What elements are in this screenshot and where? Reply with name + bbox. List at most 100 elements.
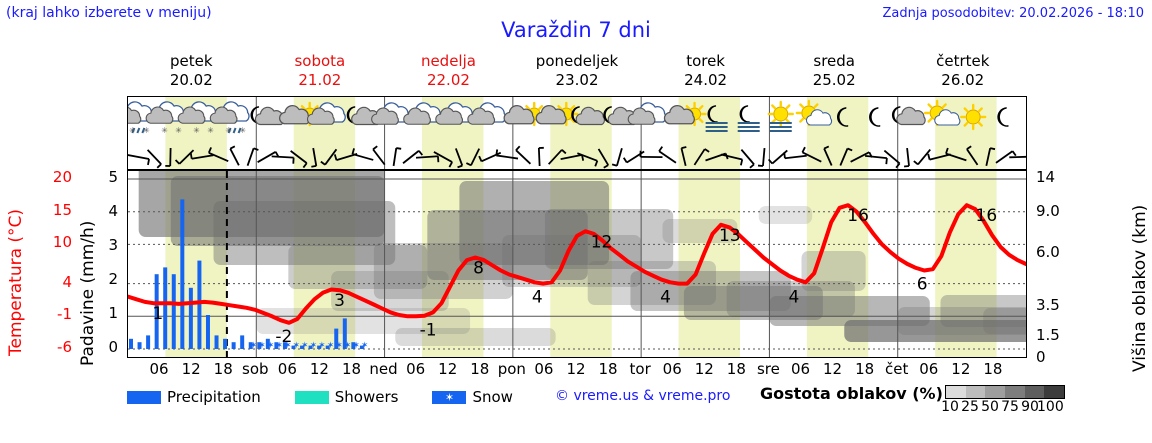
day-header-row: petek 20.02 sobota 21.02 nedelja 22.02 ponedel…: [127, 52, 1027, 96]
day-date: 20.02: [169, 71, 213, 89]
cloud-icon: [403, 102, 443, 125]
wind-barb: [465, 148, 481, 167]
day-header-0: petek 20.02: [127, 52, 256, 96]
cloud-density-blob: [170, 176, 385, 246]
wind-barb: [823, 145, 833, 166]
cloud-height-tick-4: 1.5: [1036, 326, 1060, 344]
moon-cloud-icon: [250, 106, 285, 126]
wind-barb: [680, 146, 687, 167]
last-update-label: Zadnja posodobitev: 20.02.2026 - 18:10: [882, 6, 1144, 21]
wind-barb: [311, 147, 318, 168]
day-name: ponedeljek: [535, 52, 619, 70]
temperature-tick-4: -1: [57, 305, 72, 324]
wind-barb: [351, 148, 374, 161]
day-date: 25.02: [812, 71, 856, 89]
x-tick-20: 06: [790, 360, 811, 378]
precipitation-bar: [274, 342, 279, 349]
snow-marker: ✶: [258, 341, 266, 351]
wind-barb: [455, 148, 464, 169]
cloud-density-blob: [940, 295, 1026, 327]
cloud-height-tick-3: 3.5: [1036, 296, 1060, 314]
wind-barb: [320, 148, 338, 166]
x-tick-14: 18: [598, 360, 618, 378]
cloud-density-tick-3: 75: [1001, 399, 1019, 415]
location-menu-note: (kraj lahko izberete v meniju): [6, 5, 212, 21]
precipitation-bar: [282, 342, 287, 349]
temperature-tick-2: 10: [52, 233, 72, 252]
weather-icon-band: ✳ ✳ ✳ ✳ ✳ ✳ ✳ ✳: [113, 96, 1033, 170]
cloud-density-step-1: [965, 386, 986, 398]
temperature-value-label: 6: [917, 275, 928, 295]
cloud-density-blob: [983, 308, 1026, 334]
precipitation-bar: [342, 318, 347, 349]
wind-barb: [515, 145, 532, 165]
x-tick-8: 06: [406, 360, 426, 378]
precipitation-bar: [188, 287, 193, 349]
precipitation-bar: [163, 267, 168, 349]
cloud-snow-rain-icon: ✳ ✳: [209, 101, 250, 135]
wind-barb: [229, 145, 240, 166]
x-tick-10: 18: [470, 360, 490, 378]
wind-barb: [547, 149, 567, 165]
temperature-tick-5: -6: [57, 338, 72, 356]
x-tick-16: 06: [662, 360, 682, 378]
moon-cloud-icon: [891, 106, 926, 126]
cloud-icon: [627, 102, 667, 125]
snow-marker: ✶: [344, 341, 352, 351]
snow-marker: ✶: [352, 341, 360, 351]
x-tick-25: 12: [951, 360, 971, 378]
day-name: sreda: [813, 52, 855, 70]
cloud-height-tick-5: 0: [1036, 348, 1046, 366]
precipitation-bar: [351, 342, 356, 349]
precipitation-bar: [154, 274, 159, 349]
x-tick-0: 06: [149, 360, 169, 378]
weather-icons-svg: ✳ ✳ ✳ ✳ ✳ ✳ ✳ ✳: [113, 97, 1033, 169]
cloud-height-axis-title: Višina oblakov (km): [1130, 204, 1150, 372]
sun-fog-icon: [767, 100, 794, 132]
day-date: 23.02: [555, 71, 599, 89]
precipitation-bar: [137, 342, 142, 349]
cloud-density-tick-5: 100: [1037, 399, 1064, 415]
day-header-2: nedelja 22.02: [384, 52, 513, 96]
wind-barb: [913, 148, 931, 166]
precipitation-bar: [291, 345, 296, 349]
svg-text:✳: ✳: [129, 126, 136, 135]
svg-text:✳: ✳: [225, 126, 232, 135]
snow-swatch: ✶: [432, 390, 467, 404]
temperature-value-label: 12: [591, 232, 613, 252]
precipitation-bar: [129, 338, 133, 349]
wind-barb: [127, 154, 150, 166]
cloud-density-ticks: 10 25 50 75 90 100: [940, 399, 1070, 417]
cloud-height-tick-0: 14: [1036, 168, 1056, 186]
cloud-height-tick-2: 6.0: [1036, 243, 1060, 261]
snow-legend-label: Snow: [472, 388, 513, 406]
wind-barb: [639, 150, 663, 159]
x-tick-18: 18: [726, 360, 746, 378]
precipitation-bar: [214, 335, 219, 349]
moon-icon: [869, 107, 881, 127]
x-tick-19: sre: [756, 360, 780, 378]
moon-icon: [837, 107, 849, 127]
precipitation-bar: [205, 315, 210, 349]
cloud-density-tick-4: 90: [1021, 399, 1039, 415]
precipitation-bar: [171, 274, 176, 349]
snow-marker: ✶: [335, 341, 343, 351]
meteogram-svg: ✶✶✶✶✶✶✶✶✶✶✶✶✶✶1-23-184124134166167: [128, 171, 1026, 357]
cloud-sun-icon: [535, 101, 579, 127]
day-name: petek: [170, 52, 213, 70]
day-name: četrtek: [936, 52, 990, 70]
day-header-6: četrtek 26.02: [898, 52, 1027, 96]
snow-marker: ✶: [301, 341, 309, 351]
cloud-density-step-5: [1044, 386, 1065, 398]
precipitation-bar: [146, 335, 151, 349]
wind-barb: [495, 149, 519, 160]
day-name: sobota: [294, 52, 346, 70]
cloud-density-blob: [758, 206, 813, 224]
moon-fog-icon: [737, 105, 760, 132]
x-tick-9: 12: [438, 360, 458, 378]
temperature-curve: [128, 203, 1026, 325]
wind-barb: [757, 147, 766, 167]
precipitation-bar: [317, 345, 322, 349]
snow-marker: ✶: [284, 341, 292, 351]
temperature-value-label: 4: [660, 288, 671, 308]
